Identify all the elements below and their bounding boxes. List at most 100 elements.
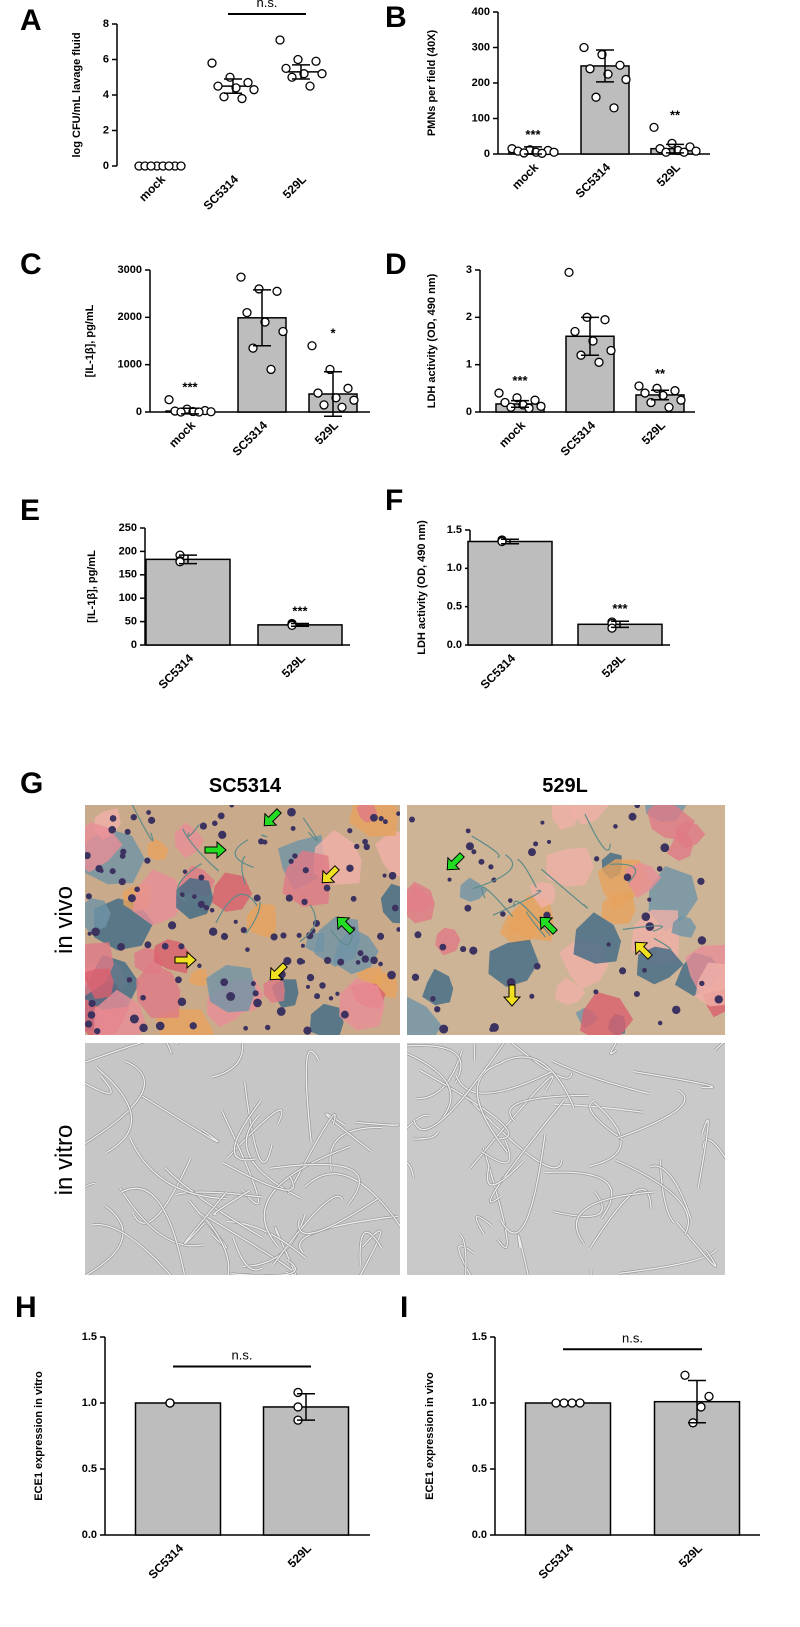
data-point (579, 42, 589, 53)
neutrophil (243, 1025, 249, 1031)
neutrophil (310, 928, 316, 934)
data-point (500, 397, 510, 408)
data-point (254, 284, 264, 294)
hypha (489, 1099, 565, 1203)
panel-label: H (15, 1291, 37, 1324)
neutrophil (189, 1022, 197, 1030)
data-point (606, 345, 616, 356)
hypha-shadow (85, 1182, 96, 1189)
neutrophil (619, 967, 627, 975)
neutrophil (533, 962, 541, 970)
neutrophil (85, 1020, 93, 1028)
cell (282, 850, 331, 907)
data-point (293, 1387, 303, 1398)
x-tick-label: 529L (654, 160, 683, 189)
y-tick-label: 1.0 (82, 1397, 97, 1409)
significance-label: *** (182, 380, 198, 395)
data-point (570, 326, 580, 337)
hypha (303, 1173, 400, 1228)
neutrophil (85, 852, 91, 860)
bracket-label: n.s. (257, 0, 278, 10)
neutrophil (529, 993, 535, 999)
x-tick-label: 529L (639, 418, 668, 447)
data-point (319, 400, 329, 410)
y-tick-label: 1.5 (82, 1331, 97, 1343)
neutrophil (697, 936, 707, 945)
hypha (241, 855, 246, 885)
neutrophil (233, 919, 238, 924)
neutrophil (220, 978, 229, 987)
y-tick-label: 2000 (118, 311, 142, 323)
neutrophil (253, 894, 261, 902)
hypha (517, 1234, 529, 1275)
hypha (85, 1205, 124, 1275)
hypha (302, 817, 318, 842)
data-point (194, 407, 204, 417)
neutrophil (140, 994, 146, 1001)
significance-label: * (330, 326, 336, 341)
data-point (564, 267, 574, 278)
neutrophil (414, 931, 422, 939)
neutrophil (647, 897, 652, 902)
x-tick-label: mock (496, 418, 528, 450)
neutrophil (540, 820, 545, 825)
data-point (646, 397, 656, 408)
neutrophil (290, 826, 296, 831)
cell (407, 881, 435, 924)
neutrophil (117, 942, 125, 951)
arrow (263, 808, 282, 827)
cell (570, 805, 609, 826)
data-point (281, 63, 291, 74)
column-header: SC5314 (209, 775, 282, 797)
data-point (287, 72, 297, 82)
neutrophil (500, 911, 506, 917)
data-point (691, 146, 701, 156)
hypha (407, 1044, 462, 1084)
neutrophil (270, 933, 278, 941)
neutrophil (634, 805, 641, 809)
y-tick-label: 0 (136, 406, 142, 418)
hypha (226, 1109, 283, 1159)
data-point (165, 1398, 175, 1408)
neutrophil (88, 999, 96, 1008)
neutrophil (199, 822, 207, 830)
hypha (455, 1071, 553, 1094)
x-tick-label: 529L (312, 418, 341, 447)
hypha (472, 854, 514, 890)
hypha (697, 1119, 709, 1189)
neutrophil (633, 990, 640, 998)
hypha (633, 1070, 714, 1089)
x-tick-label: mock (136, 172, 168, 204)
data-point (311, 56, 321, 66)
x-tick-label: 529L (280, 172, 309, 201)
neutrophil (178, 943, 185, 950)
row-header: in vitro (51, 1125, 78, 1196)
neutrophil (714, 995, 723, 1004)
cell (546, 847, 594, 887)
data-point (575, 1398, 585, 1408)
neutrophil (108, 826, 117, 834)
hypha (95, 1066, 132, 1154)
neutrophil (276, 1007, 286, 1016)
neutrophil (508, 898, 513, 903)
hypha (182, 828, 220, 872)
data-point (600, 315, 610, 325)
y-tick-label: 1.5 (447, 524, 462, 536)
hypha (183, 1191, 228, 1245)
data-point (704, 1391, 714, 1402)
y-tick-label: 150 (119, 569, 137, 581)
row-header: in vivo (51, 886, 78, 954)
neutrophil (129, 1014, 139, 1024)
y-tick-label: 3000 (118, 264, 142, 276)
hypha (649, 1165, 692, 1221)
neutrophil (161, 942, 169, 950)
cell (667, 830, 693, 861)
x-tick-label: 529L (676, 1541, 705, 1570)
arrow (174, 950, 197, 970)
data-point (307, 341, 317, 351)
neutrophil (642, 967, 647, 973)
micrograph (407, 805, 725, 1035)
hypha (187, 824, 200, 837)
data-point (609, 103, 619, 113)
data-point (293, 1402, 303, 1412)
